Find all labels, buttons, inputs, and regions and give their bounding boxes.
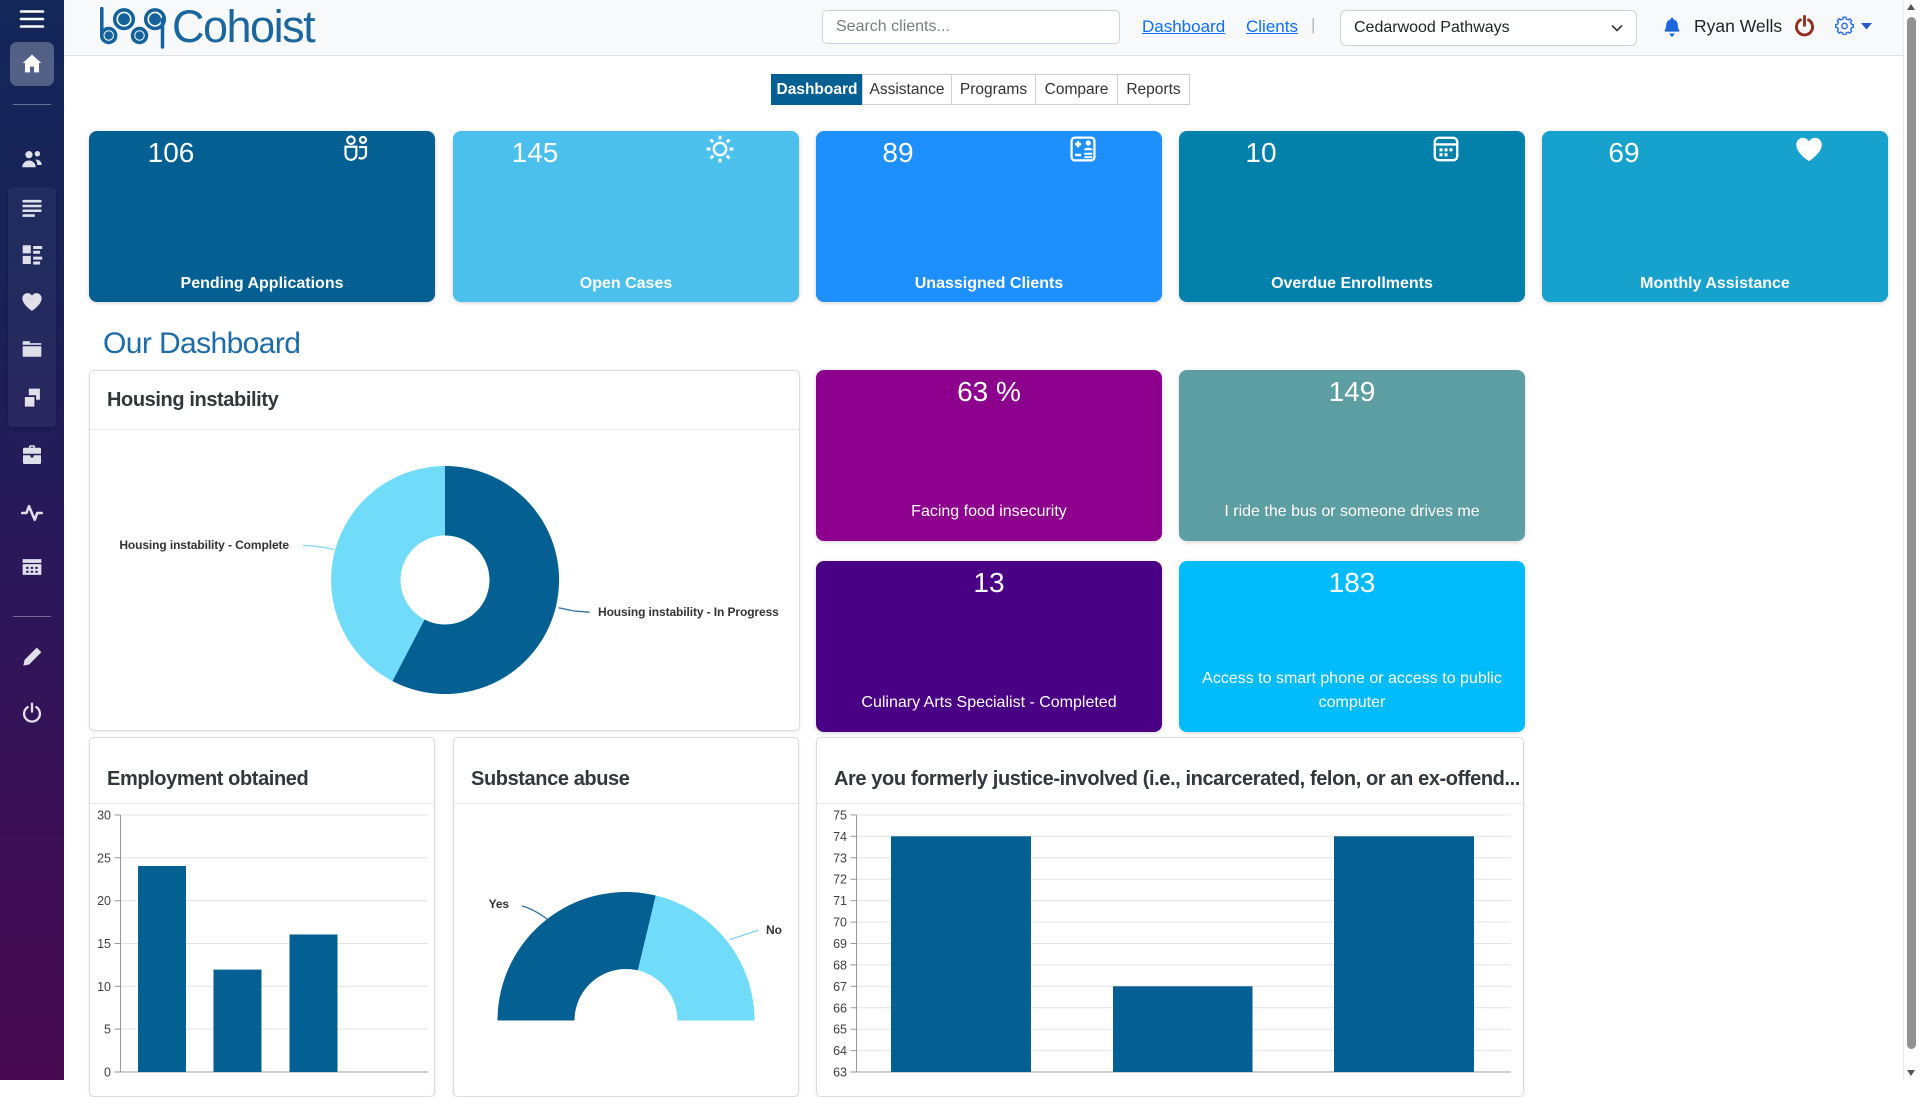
svg-text:5: 5 (104, 1023, 111, 1037)
svg-text:71: 71 (833, 894, 847, 908)
svg-text:73: 73 (833, 851, 847, 865)
svg-text:64: 64 (833, 1044, 847, 1058)
svg-text:72: 72 (833, 873, 847, 887)
svg-text:0: 0 (104, 1066, 111, 1080)
svg-text:65: 65 (833, 1023, 847, 1037)
svg-text:70: 70 (833, 916, 847, 930)
svg-text:63: 63 (833, 1066, 847, 1080)
svg-text:15: 15 (97, 937, 111, 951)
svg-text:30: 30 (97, 809, 111, 823)
svg-text:68: 68 (833, 958, 847, 972)
svg-text:66: 66 (833, 1001, 847, 1015)
svg-text:25: 25 (97, 851, 111, 865)
svg-text:69: 69 (833, 937, 847, 951)
svg-text:67: 67 (833, 980, 847, 994)
svg-text:10: 10 (97, 980, 111, 994)
svg-text:75: 75 (833, 808, 847, 822)
svg-text:74: 74 (833, 830, 847, 844)
svg-text:20: 20 (97, 894, 111, 908)
